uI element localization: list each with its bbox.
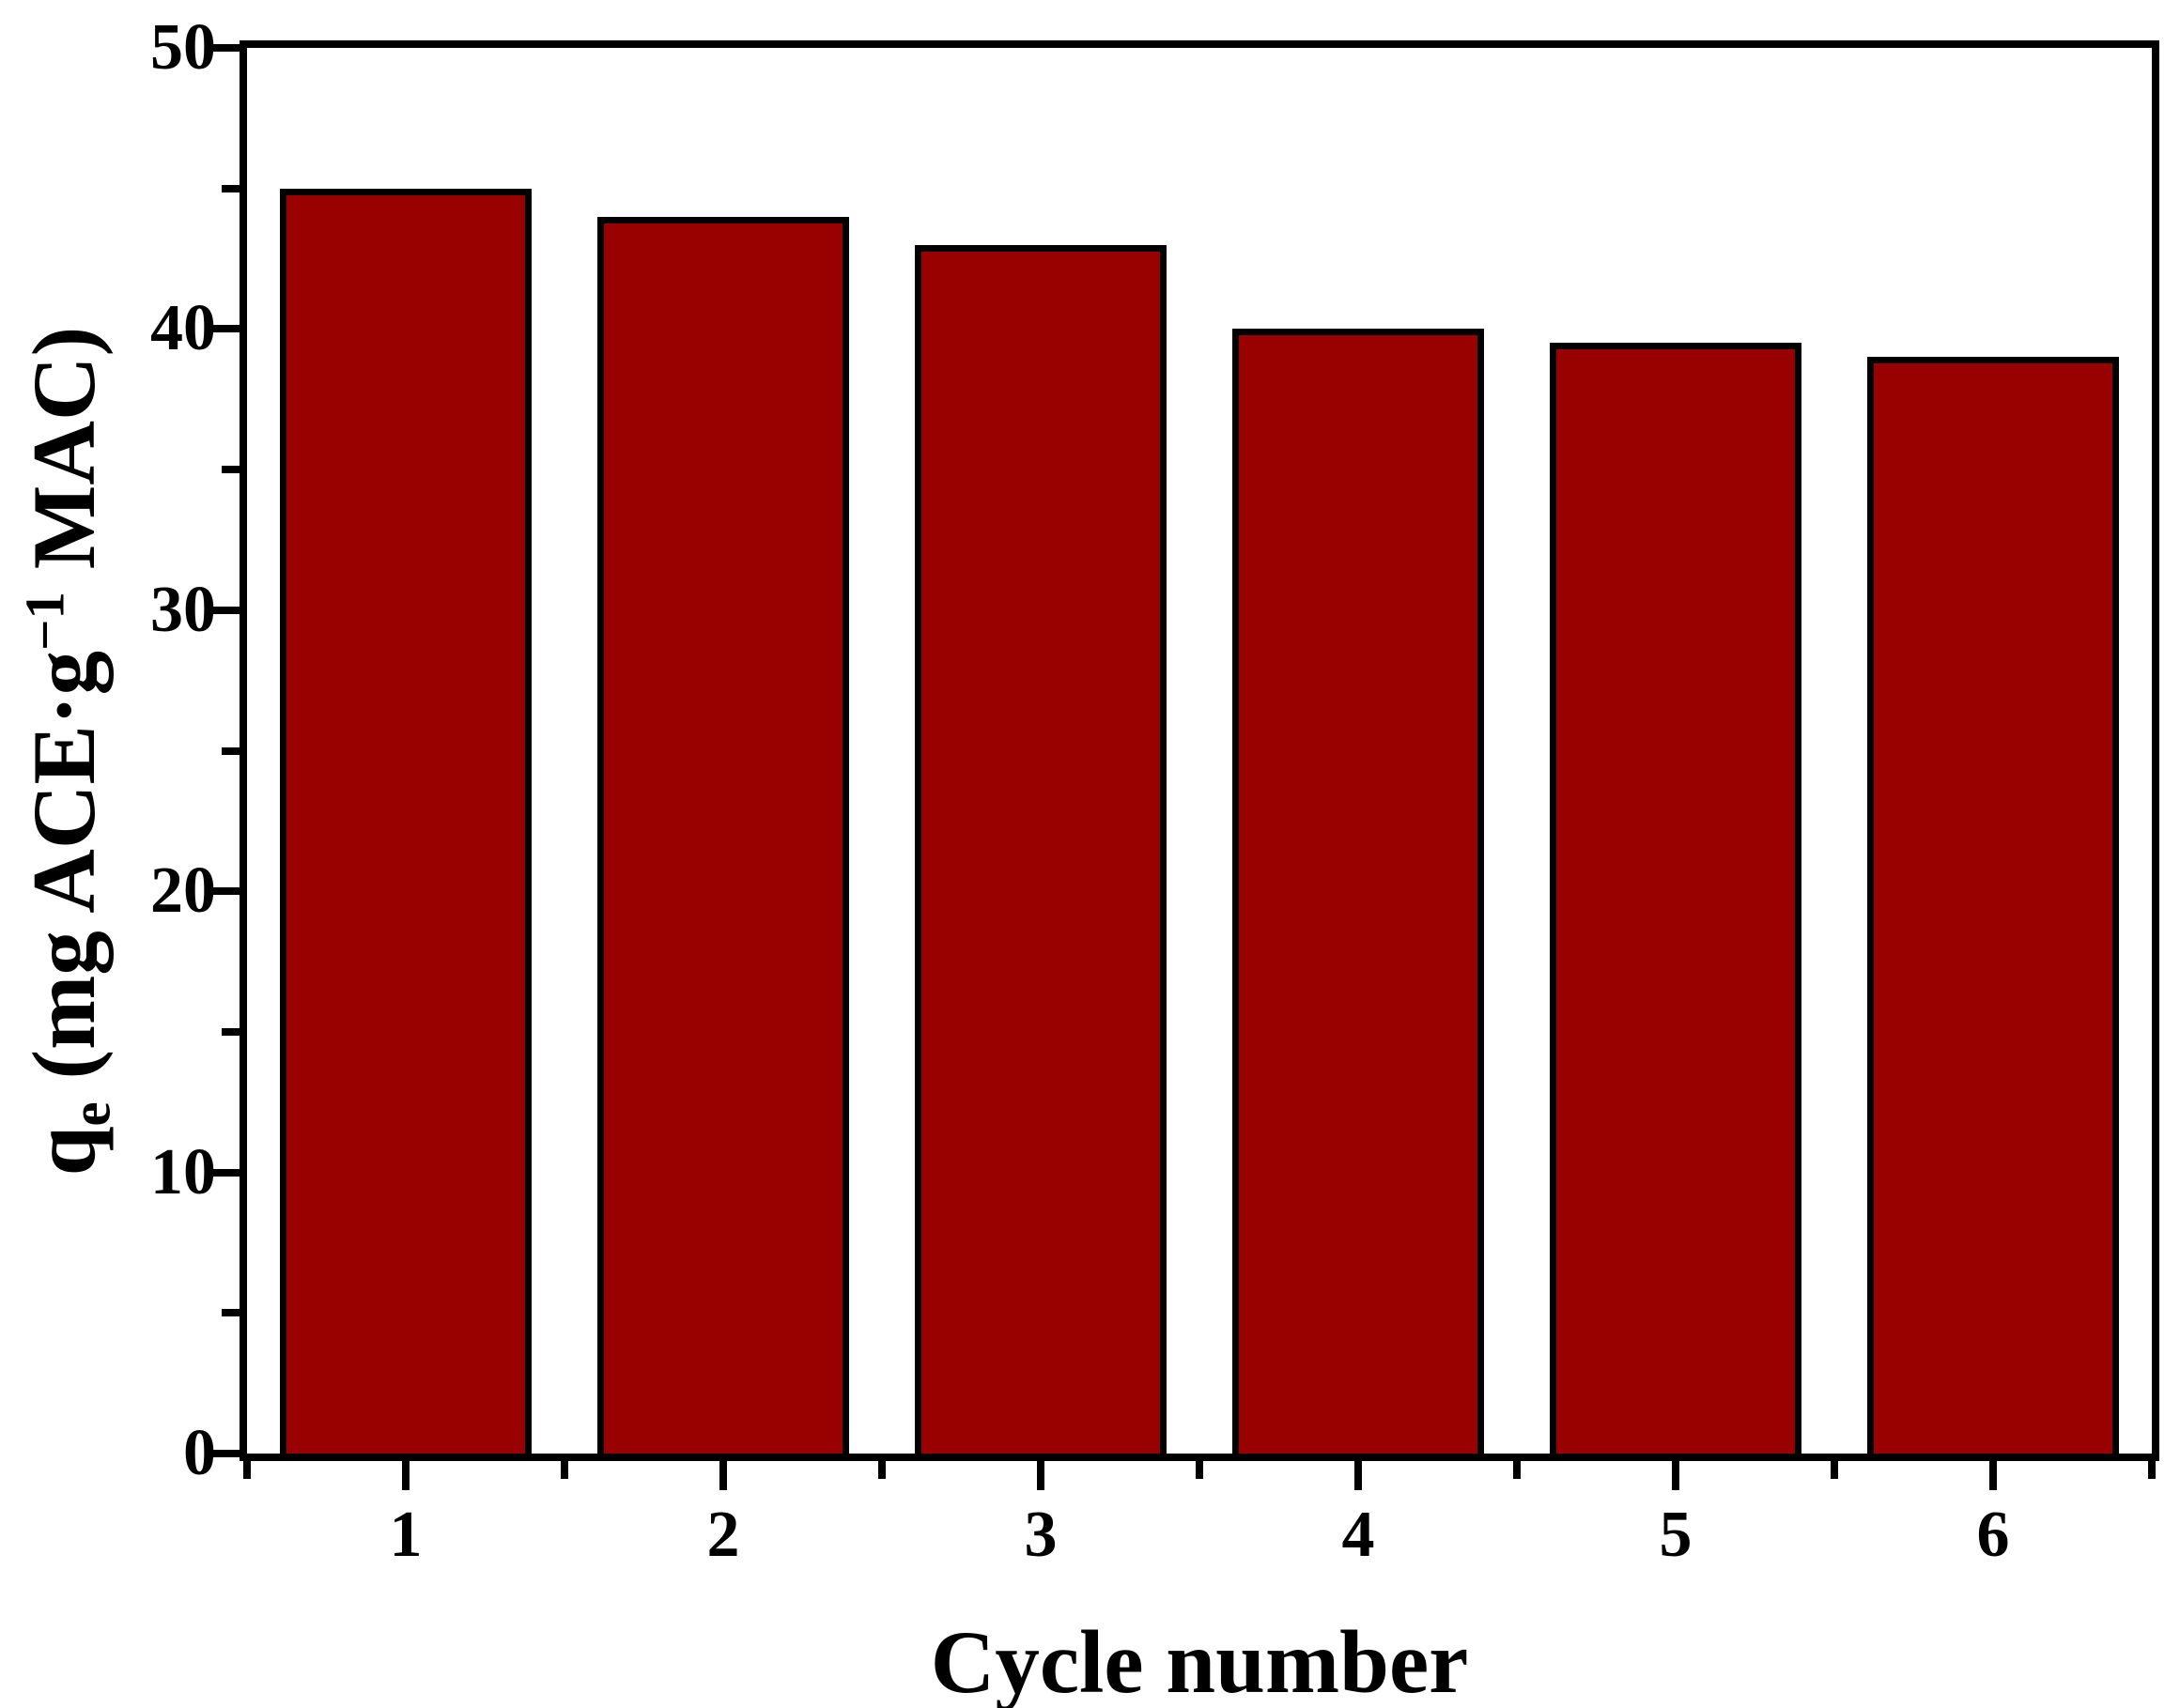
y-tick-label-20: 20 [150,854,216,928]
x-axis-major-tick-3 [1037,1461,1044,1490]
y-axis-major-tick-50 [210,44,240,52]
y-axis-major-tick-40 [210,325,240,333]
y-axis-title-end: MAC) [14,326,114,592]
x-axis-minor-tick-3.5 [1196,1461,1203,1479]
x-axis-minor-tick-0.5 [243,1461,251,1479]
y-axis-minor-tick-15 [222,1027,240,1036]
plot-area [210,40,2159,1490]
x-tick-label-5: 5 [1659,1499,1693,1571]
y-axis-title: qe (mg ACE·g−1 MAC) [12,326,121,1177]
y-axis-minor-tick-45 [222,184,240,192]
x-axis-minor-tick-6.5 [2148,1461,2156,1479]
y-tick-label-0: 0 [183,1417,216,1489]
y-axis-major-tick-10 [210,1168,240,1177]
y-axis-minor-tick-5 [222,1309,240,1317]
bar-cycle-1 [280,188,532,1454]
x-axis-minor-tick-5.5 [1831,1461,1838,1479]
x-tick-label-6: 6 [1976,1499,2010,1571]
x-tick-label-1: 1 [389,1499,423,1571]
x-axis-major-tick-5 [1672,1461,1679,1490]
x-axis-minor-tick-1.5 [561,1461,568,1479]
y-tick-label-50: 50 [150,11,216,84]
x-axis-major-tick-2 [719,1461,727,1490]
x-axis-major-tick-4 [1354,1461,1362,1490]
bar-cycle-6 [1867,357,2119,1454]
y-axis-major-tick-20 [210,887,240,896]
x-tick-label-2: 2 [706,1499,740,1571]
y-tick-label-40: 40 [150,292,216,365]
y-axis-minor-tick-25 [222,746,240,755]
x-axis-major-tick-1 [402,1461,410,1490]
bar-cycle-3 [915,244,1167,1454]
bar-cycle-4 [1232,329,1484,1454]
x-axis-title: Cycle number [930,1612,1469,1708]
y-axis-major-tick-0 [210,1450,240,1457]
x-axis-minor-tick-2.5 [878,1461,886,1479]
y-axis-title-subscript: e [60,1101,122,1127]
x-axis-major-tick-6 [1989,1461,1997,1490]
x-axis-minor-tick-4.5 [1513,1461,1521,1479]
y-axis-minor-tick-35 [222,466,240,474]
y-tick-label-30: 30 [150,573,216,646]
y-axis-major-tick-30 [210,606,240,614]
x-tick-label-4: 4 [1341,1499,1375,1571]
x-tick-label-3: 3 [1024,1499,1058,1571]
bar-cycle-2 [597,216,849,1454]
y-tick-label-10: 10 [150,1135,216,1208]
bar-cycle-5 [1550,343,1801,1454]
